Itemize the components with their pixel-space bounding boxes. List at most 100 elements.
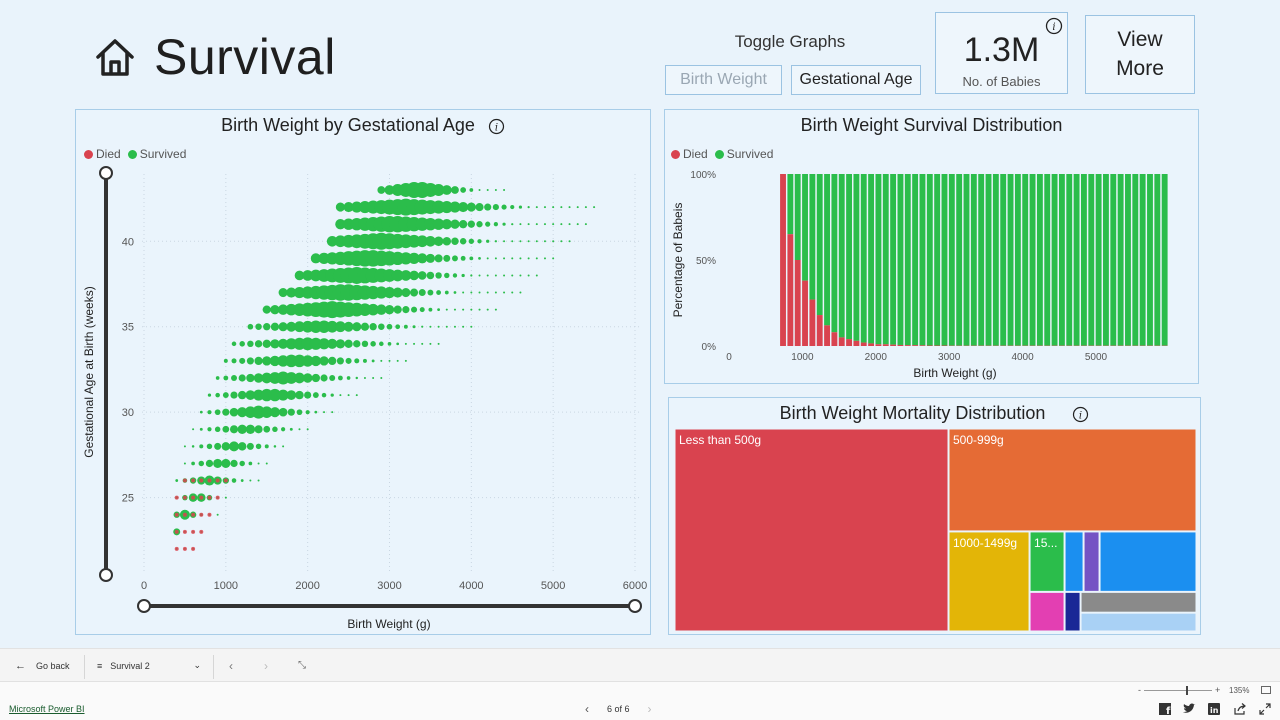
scatter-point-survived: [295, 390, 304, 400]
view-more-button[interactable]: View More: [1085, 15, 1195, 94]
bar-survived: [1073, 174, 1080, 346]
treemap-title-row: Birth Weight Mortality Distribution i: [669, 403, 1200, 424]
scatter-point-survived: [419, 307, 425, 313]
scatter-point-survived: [347, 394, 350, 397]
view-more-line2: More: [1116, 56, 1164, 80]
fullscreen-icon[interactable]: [1258, 702, 1272, 716]
treemap-tile: [1083, 531, 1100, 592]
scatter-point-survived: [191, 461, 195, 466]
scatter-point-survived: [285, 372, 298, 384]
scatter-point-survived: [593, 206, 596, 209]
scatter-point-survived: [416, 235, 429, 248]
scatter-point-survived: [207, 393, 212, 397]
scatter-point-survived: [237, 407, 248, 418]
scatter-point-survived: [376, 304, 387, 315]
zoom-in-button[interactable]: +: [1215, 685, 1221, 695]
pager-next-icon[interactable]: ›: [647, 702, 652, 716]
scatter-point-survived: [458, 202, 469, 213]
info-icon[interactable]: i: [488, 118, 505, 135]
zoom-slider-thumb[interactable]: [1186, 685, 1188, 695]
share-icon[interactable]: [1233, 702, 1247, 716]
facebook-icon[interactable]: f: [1158, 702, 1172, 716]
scatter-point-survived: [222, 408, 230, 416]
scatter-point-survived: [329, 375, 336, 381]
power-bi-link[interactable]: Microsoft Power BI: [9, 704, 85, 714]
scatter-point-survived: [417, 253, 428, 264]
scatter-point-survived: [459, 238, 467, 245]
go-back-button[interactable]: ← Go back: [15, 649, 70, 682]
scatter-point-survived: [511, 257, 514, 260]
scatter-point-survived: [277, 389, 289, 401]
zoom-out-button[interactable]: -: [1138, 685, 1141, 695]
scatter-point-survived: [239, 341, 245, 347]
scatter-point-survived: [253, 373, 264, 383]
scatter-point-survived: [535, 206, 538, 209]
bar-died: [816, 315, 823, 346]
treemap-panel[interactable]: Birth Weight Mortality Distribution i Le…: [668, 397, 1201, 635]
scatter-point-survived: [407, 234, 421, 248]
scatter-point-died: [191, 495, 196, 500]
scatter-point-died: [199, 478, 204, 483]
scatter-point-survived: [503, 189, 506, 191]
scatter-point-survived: [229, 425, 239, 434]
scatter-point-survived: [384, 304, 395, 315]
scatter-point-survived: [535, 274, 538, 277]
home-icon[interactable]: [94, 36, 136, 78]
bar-survived: [912, 174, 919, 346]
scatter-point-died: [174, 546, 179, 551]
scatter-point-survived: [262, 356, 272, 366]
distribution-chart-panel[interactable]: Birth Weight Survival Distribution Died …: [664, 109, 1199, 384]
scatter-point-survived: [477, 239, 482, 244]
scatter-point-survived: [353, 340, 361, 348]
scatter-point-survived: [362, 358, 367, 363]
scatter-point-survived: [199, 427, 203, 431]
zoom-slider[interactable]: [1144, 685, 1212, 695]
twitter-icon[interactable]: [1182, 702, 1196, 716]
fit-page-icon[interactable]: [1261, 686, 1271, 694]
scatter-point-survived: [252, 405, 266, 419]
x-tick-label: 4000: [459, 580, 483, 592]
collapse-button[interactable]: ⤡: [298, 649, 306, 682]
scatter-point-survived: [263, 323, 271, 331]
scatter-point-survived: [425, 253, 435, 263]
gestational-age-toggle-button[interactable]: Gestational Age: [791, 65, 921, 95]
bar-died: [860, 342, 867, 346]
scatter-point-survived: [486, 257, 489, 260]
scatter-chart-panel[interactable]: Birth Weight by Gestational Age i Died S…: [75, 109, 651, 635]
page-select-dropdown[interactable]: ≡ Survival 2 ⌄: [97, 649, 205, 682]
bar-survived: [897, 174, 904, 345]
x-tick-label: 5000: [1085, 352, 1108, 363]
y-range-slider-handle-bottom: [99, 568, 113, 582]
scatter-point-survived: [377, 186, 386, 194]
scatter-point-survived: [222, 425, 230, 433]
scatter-point-survived: [462, 325, 465, 328]
pager-prev-icon[interactable]: ‹: [585, 702, 589, 716]
prev-page-button[interactable]: ‹: [229, 649, 233, 682]
scatter-point-survived: [240, 479, 244, 482]
scatter-point-survived: [485, 221, 491, 227]
bar-survived: [1110, 174, 1117, 346]
scatter-point-survived: [535, 257, 538, 260]
scatter-point-died: [215, 478, 220, 483]
scatter-point-survived: [519, 291, 522, 294]
scatter-point-survived: [326, 235, 338, 247]
scatter-point-survived: [584, 206, 587, 209]
back-arrow-icon: ←: [15, 659, 26, 672]
scatter-point-survived: [486, 291, 489, 294]
bar-survived: [1000, 174, 1007, 346]
scatter-point-survived: [272, 426, 278, 433]
birth-weight-toggle-button[interactable]: Birth Weight: [665, 65, 782, 95]
treemap-chart[interactable]: Less than 500g 500-999g 1000-1499g 15...: [669, 398, 1202, 636]
treemap-tile: [1064, 591, 1081, 632]
linkedin-icon[interactable]: in: [1207, 702, 1221, 716]
next-page-button[interactable]: ›: [264, 649, 268, 682]
scatter-point-survived: [396, 359, 399, 362]
scatter-point-survived: [352, 322, 362, 332]
info-icon[interactable]: i: [1072, 406, 1089, 423]
scatter-point-survived: [262, 339, 271, 348]
info-icon[interactable]: i: [1045, 17, 1063, 35]
y-tick-label: 0%: [702, 342, 717, 353]
x-tick-label: 3000: [938, 352, 961, 363]
